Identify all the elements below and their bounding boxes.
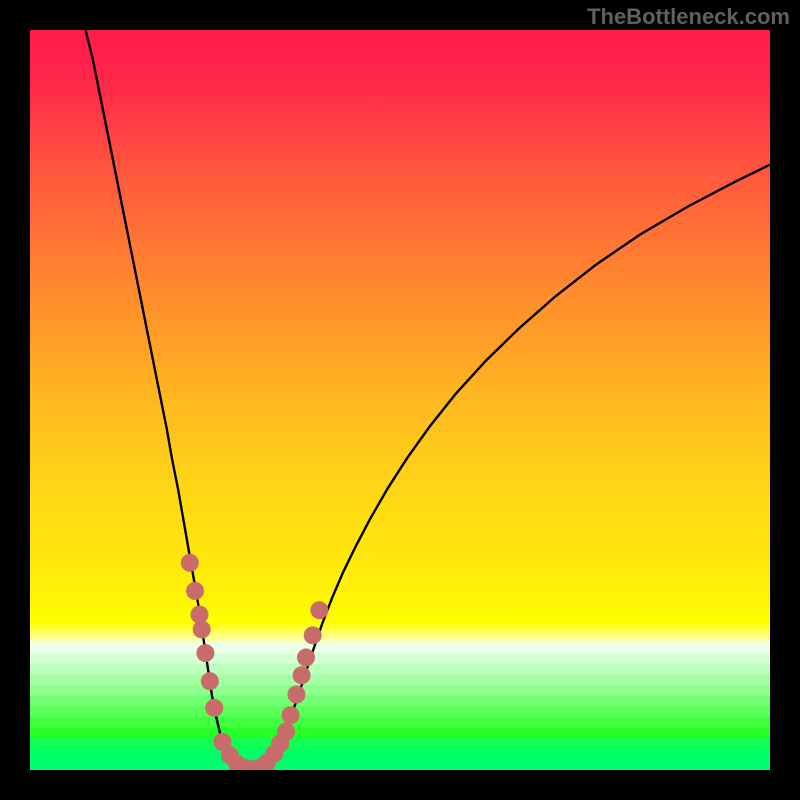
data-marker xyxy=(293,666,311,684)
data-marker xyxy=(196,644,214,662)
green-band xyxy=(30,738,770,749)
green-band xyxy=(30,717,770,728)
data-marker xyxy=(205,699,223,717)
data-marker xyxy=(297,649,315,667)
green-band xyxy=(30,653,770,664)
data-marker xyxy=(310,601,328,619)
green-band xyxy=(30,706,770,717)
data-marker xyxy=(287,686,305,704)
data-marker xyxy=(201,672,219,690)
green-band xyxy=(30,749,770,760)
data-marker xyxy=(304,626,322,644)
watermark-text: TheBottleneck.com xyxy=(587,4,790,30)
green-band xyxy=(30,728,770,739)
data-marker xyxy=(186,582,204,600)
green-band-group xyxy=(30,643,770,770)
green-band xyxy=(30,664,770,675)
green-band xyxy=(30,643,770,654)
green-band xyxy=(30,675,770,686)
chart-svg xyxy=(30,30,770,770)
data-marker xyxy=(271,734,289,752)
data-marker xyxy=(193,620,211,638)
data-marker xyxy=(281,706,299,724)
green-band xyxy=(30,696,770,707)
plot-area xyxy=(30,30,770,770)
data-marker xyxy=(181,554,199,572)
green-band xyxy=(30,759,770,770)
green-band xyxy=(30,685,770,696)
